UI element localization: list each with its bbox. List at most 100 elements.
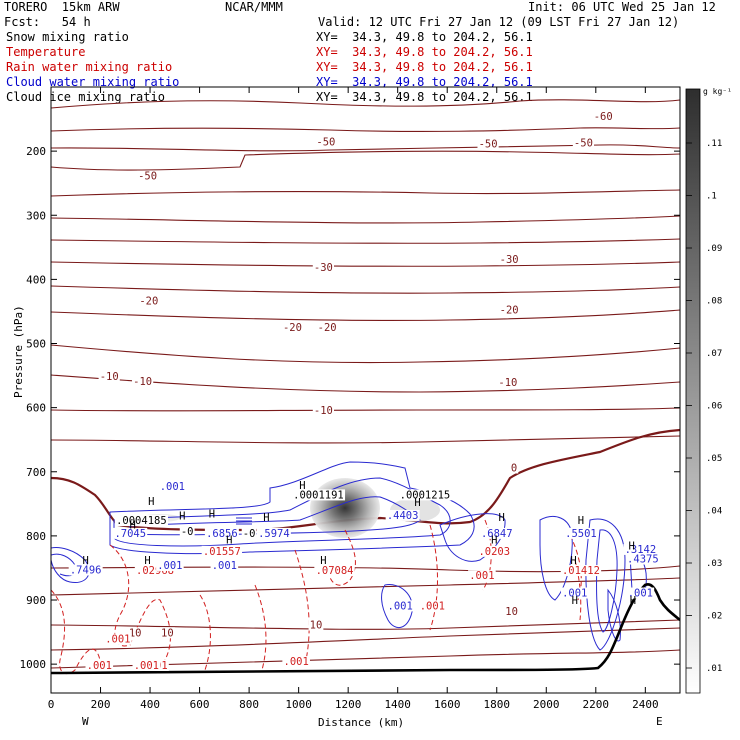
snow-label-bg — [179, 525, 195, 537]
temperature-label-bg — [98, 370, 120, 382]
temperature-label-bg — [281, 322, 304, 334]
cloud-contour — [51, 547, 90, 584]
init-time: Init: 06 UTC Wed 25 Jan 12 — [528, 0, 716, 14]
snow-label-bg — [114, 515, 168, 527]
rain-label-bg — [282, 656, 310, 668]
cloud-water-label-bg — [156, 559, 184, 571]
x-tick-label: 1200 — [335, 698, 362, 711]
high-marker: H — [320, 555, 326, 567]
colorbar-tick-label: .05 — [706, 454, 722, 464]
temperature-label: -20 — [318, 322, 337, 334]
colorbar-tick-label: .09 — [706, 244, 722, 254]
x-axis-label: Distance (km) — [318, 716, 404, 729]
temperature-label-bg — [136, 170, 159, 182]
west-endpoint: W — [82, 715, 89, 728]
x-tick-label: 200 — [91, 698, 111, 711]
temperature-label-bg — [132, 375, 154, 387]
rain-label-bg — [134, 565, 176, 577]
high-marker: H — [130, 520, 136, 532]
x-tick-label: 600 — [190, 698, 210, 711]
cloud-water-label-bg — [158, 481, 187, 493]
cloud-water-label-bg — [626, 587, 655, 599]
field-xy: XY= 34.3, 49.8 to 204.2, 56.1 — [316, 90, 533, 104]
terrain — [51, 583, 680, 675]
temperature-label: 0 — [511, 462, 517, 474]
rain-label-bg — [477, 545, 512, 557]
y-tick-label: 1000 — [20, 658, 47, 671]
colorbar-tick-label: .06 — [706, 402, 722, 412]
rain-label-bg — [85, 659, 114, 671]
temperature-label-bg — [504, 606, 520, 618]
high-marker: H — [570, 555, 576, 567]
rain-contour — [254, 584, 267, 671]
field-label: Snow mixing ratio — [6, 30, 129, 44]
cloud-water-label-bg — [560, 587, 589, 599]
rain-label-bg — [468, 570, 496, 582]
y-tick-label: 900 — [26, 594, 46, 607]
plot-frame — [50, 86, 681, 694]
colorbar-tick-label: .1 — [706, 192, 717, 202]
cloud-water-label-bg — [625, 553, 660, 565]
rain-label: .01557 — [203, 546, 241, 558]
isotherm — [51, 127, 680, 133]
rain-label-bg — [418, 600, 447, 612]
isotherm — [51, 215, 680, 224]
colorbar-ticks: .01 .02 .03 .04 .05 .06 .07 .08 .09 .1 .11 — [686, 139, 722, 674]
snow-label: .0001191 — [293, 489, 344, 501]
temperature-label: -20 — [139, 296, 158, 308]
high-marker: H — [491, 534, 497, 546]
field-xy: XY= 34.3, 49.8 to 204.2, 56.1 — [316, 60, 533, 74]
cloud-water-label: .5501 — [565, 528, 597, 540]
x-tick-label: 2400 — [632, 698, 659, 711]
high-marker: H — [209, 509, 215, 521]
temperature-label-bg — [315, 136, 337, 148]
snow-label-bg — [241, 527, 257, 539]
temperature-label: 10 — [310, 620, 323, 632]
temperature-label: -60 — [594, 111, 613, 123]
rain-label-bg — [314, 565, 355, 577]
colorbar-scale — [685, 88, 701, 694]
rain-contour — [51, 589, 101, 675]
colorbar-tick-label: .01 — [706, 664, 722, 674]
snow-label-bg — [398, 489, 452, 501]
isotherm — [51, 261, 680, 267]
snow-label: .0004185 — [116, 515, 167, 527]
isotherm — [51, 649, 680, 669]
colorbar-tick-label: .08 — [706, 297, 722, 307]
rain-contour — [482, 519, 492, 591]
high-marker: H — [144, 555, 150, 567]
field-xy: XY= 34.3, 49.8 to 204.2, 56.1 — [316, 30, 533, 44]
field-label: Temperature — [6, 45, 86, 59]
cloud-water-label-bg — [113, 527, 148, 539]
snow-core — [310, 478, 380, 538]
isotherm — [51, 150, 680, 171]
snow-label: -0 — [181, 526, 194, 538]
rain-label: .01412 — [562, 565, 600, 577]
y-axis-label: Pressure (hPa) — [12, 305, 25, 398]
high-marker: H — [83, 555, 89, 567]
y-tick-label: 400 — [26, 273, 46, 286]
cloud-water-label: .4403 — [387, 510, 419, 522]
rain-contour — [294, 549, 310, 666]
rain-contour — [429, 524, 438, 631]
rain-contour — [199, 594, 211, 671]
temperature-label-bg — [497, 377, 519, 389]
x-tick-label: 1400 — [384, 698, 411, 711]
cloud-water-label-bg — [479, 527, 514, 539]
east-endpoint: E — [656, 715, 663, 728]
cloud-water-label-bg — [68, 564, 103, 576]
x-tick-label: 1000 — [285, 698, 312, 711]
cloud-water-label: .7045 — [114, 528, 146, 540]
y-tick-label: 800 — [26, 530, 46, 543]
x-tick-label: 0 — [48, 698, 55, 711]
rain-label-bg — [132, 659, 161, 671]
cloud-contour — [381, 584, 413, 628]
high-marker: H — [578, 515, 584, 527]
high-marker: H — [263, 512, 269, 524]
x-axis: 0 200 400 600 800 1000 1200 1400 1600 1800 2000 220… — [48, 87, 659, 711]
isotherm — [51, 99, 680, 109]
field-xy: XY= 34.3, 49.8 to 204.2, 56.1 — [316, 45, 533, 59]
rain-label: .001 — [105, 634, 130, 646]
temperature-label-bg — [127, 627, 143, 639]
cloud-water-label: .6847 — [481, 528, 513, 540]
